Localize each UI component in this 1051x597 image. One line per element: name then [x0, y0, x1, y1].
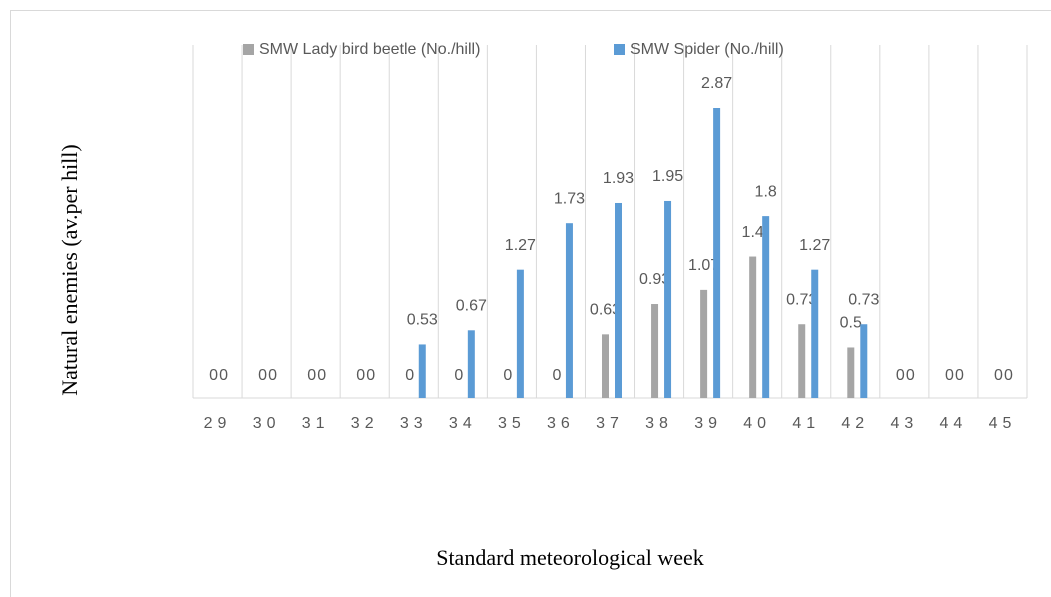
bar — [700, 289, 708, 398]
bar — [762, 216, 770, 398]
bar — [602, 334, 609, 398]
legend-label: SMW Lady bird beetle (No./hill) — [259, 41, 480, 58]
x-tick-label: 35 — [498, 415, 526, 432]
data-label: 2.87 — [701, 75, 732, 92]
bar — [847, 347, 855, 398]
data-label: 0 — [503, 367, 512, 384]
x-tick-label: 30 — [253, 415, 281, 432]
data-label: 0.53 — [407, 312, 438, 329]
x-axis-title: Standard meteorological week — [436, 545, 704, 570]
y-axis-title: Natural enemies (av.per hill) — [57, 144, 82, 395]
bar — [664, 200, 672, 398]
x-tick-label: 36 — [547, 415, 575, 432]
data-label: 0 — [945, 367, 954, 384]
data-label: 0 — [219, 367, 228, 384]
legend-swatch — [243, 44, 254, 55]
data-label: 1.93 — [603, 170, 634, 187]
bar — [516, 269, 524, 398]
x-tick-label: 43 — [890, 415, 918, 432]
x-tick-label: 33 — [400, 415, 428, 432]
bar — [811, 269, 819, 398]
data-label: 0 — [1004, 367, 1013, 384]
x-tick-label: 44 — [940, 415, 968, 432]
data-label: 0.67 — [456, 298, 487, 315]
bar — [467, 330, 475, 398]
data-label: 0 — [552, 367, 561, 384]
data-label: 0 — [307, 367, 316, 384]
x-tick-label: 42 — [841, 415, 869, 432]
data-label: 1.4 — [742, 224, 764, 241]
x-tick-label: 29 — [204, 415, 232, 432]
x-tick-label: 37 — [596, 415, 624, 432]
legend-swatch — [614, 44, 625, 55]
x-tick-label: 41 — [792, 415, 820, 432]
bar — [418, 344, 426, 398]
bar — [615, 202, 622, 398]
data-label: 0.5 — [840, 315, 862, 332]
data-label: 0.63 — [590, 302, 621, 319]
x-tick-label: 40 — [743, 415, 771, 432]
data-label: 1.27 — [799, 237, 830, 254]
chart-border — [10, 10, 1051, 597]
x-tick-label: 32 — [351, 415, 379, 432]
data-label: 0 — [268, 367, 277, 384]
data-label: 1.95 — [652, 168, 683, 185]
data-label: 0.73 — [786, 291, 817, 308]
data-label: 1.07 — [688, 257, 719, 274]
bar — [565, 223, 573, 398]
legend-label: SMW Spider (No./hill) — [630, 41, 784, 58]
bar — [860, 324, 868, 398]
data-label: 0 — [258, 367, 267, 384]
data-label: 0 — [955, 367, 964, 384]
data-label: 0 — [209, 367, 218, 384]
x-tick-label: 38 — [645, 415, 673, 432]
data-label: 0 — [356, 367, 365, 384]
bar — [749, 256, 757, 398]
data-label: 1.73 — [554, 190, 585, 207]
data-label: 0 — [405, 367, 414, 384]
data-label: 1.8 — [755, 183, 777, 200]
data-label: 0 — [317, 367, 326, 384]
data-label: 0 — [906, 367, 915, 384]
data-label: 0 — [994, 367, 1003, 384]
data-label: 1.27 — [505, 237, 536, 254]
bar — [713, 108, 721, 398]
x-tick-label: 31 — [302, 415, 330, 432]
data-label: 0.73 — [848, 291, 879, 308]
x-tick-label: 45 — [989, 415, 1017, 432]
data-label: 0 — [454, 367, 463, 384]
data-label: 0 — [896, 367, 905, 384]
x-tick-label: 34 — [449, 415, 477, 432]
bar — [651, 304, 659, 398]
bar — [798, 324, 806, 398]
data-label: 0 — [366, 367, 375, 384]
data-label: 0.93 — [639, 271, 670, 288]
x-tick-label: 39 — [694, 415, 722, 432]
